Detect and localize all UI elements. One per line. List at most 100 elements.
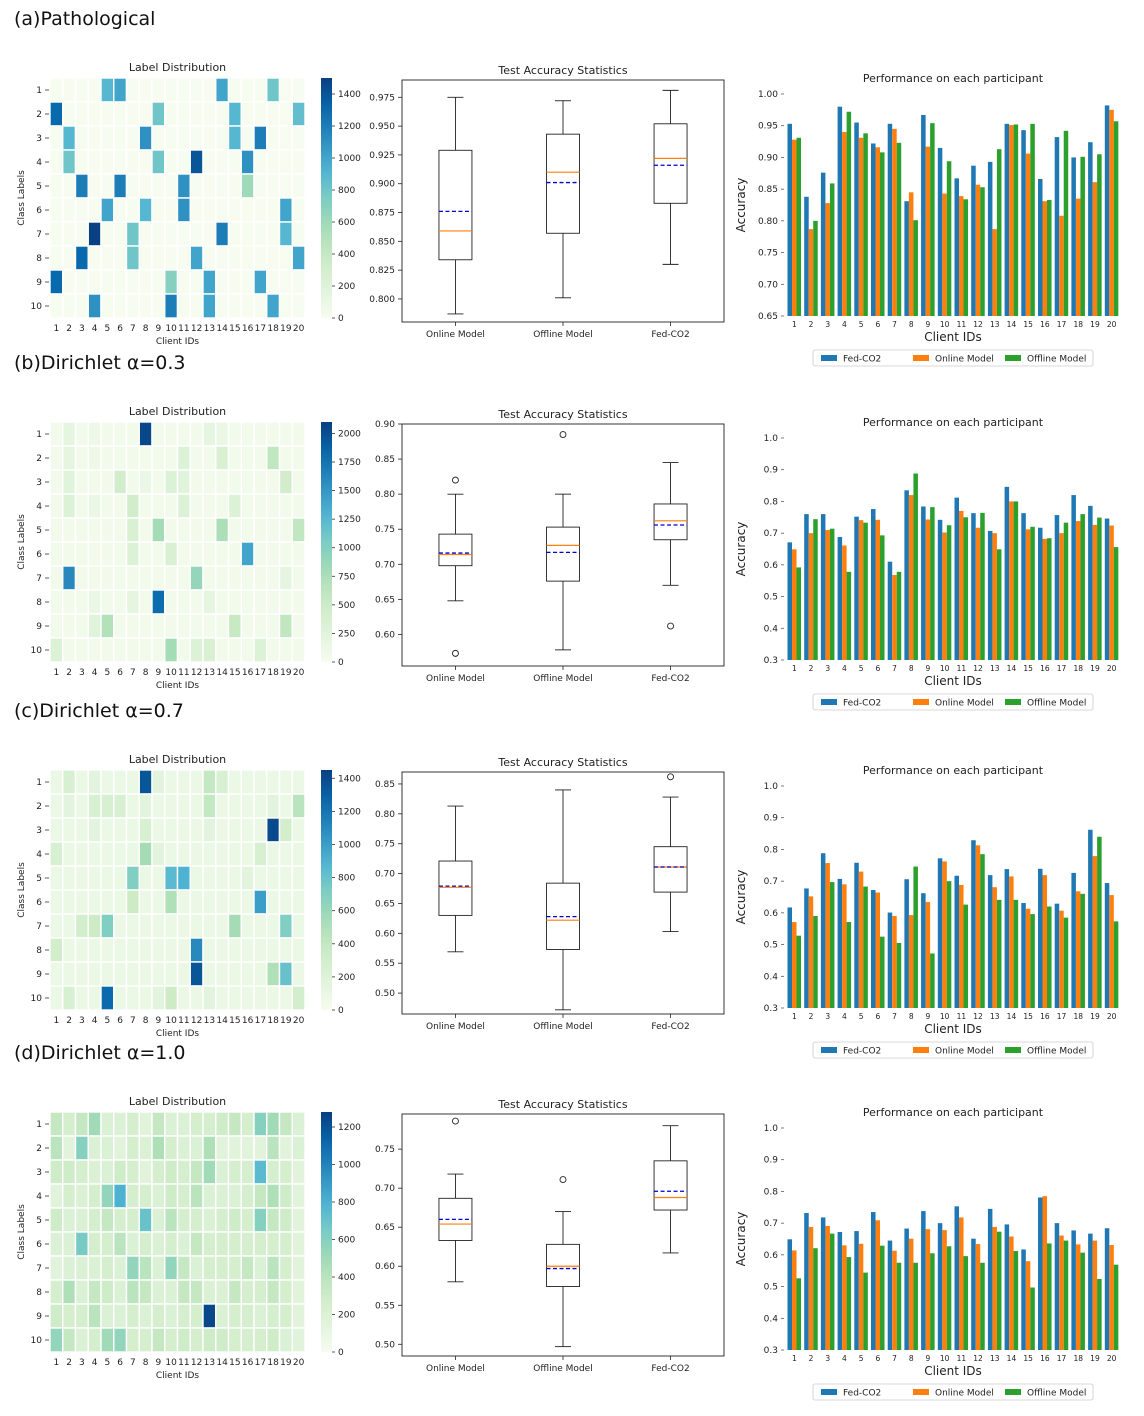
heatmap-cell xyxy=(87,565,102,591)
heatmap-cell xyxy=(202,517,217,543)
heatmap-cell xyxy=(151,565,166,591)
y-tick-label: 1 xyxy=(36,1120,42,1130)
legend-label: Online Model xyxy=(935,699,994,709)
legend-swatch xyxy=(913,355,929,361)
heatmap-cell xyxy=(49,1279,64,1305)
heatmap-cell xyxy=(266,841,281,867)
x-tick-label: Fed-CO2 xyxy=(651,1364,689,1374)
heatmap-cell xyxy=(125,565,140,591)
heatmap-cell xyxy=(189,913,204,939)
heatmap-cell xyxy=(74,517,89,543)
heatmap-cell xyxy=(266,793,281,819)
heatmap-cell xyxy=(278,1231,293,1257)
heatmap-cell xyxy=(49,637,64,663)
bar xyxy=(1109,525,1114,660)
bar xyxy=(787,907,793,1008)
y-tick-label: 5 xyxy=(36,182,42,192)
heatmap-cell xyxy=(202,913,217,939)
bar xyxy=(858,520,864,660)
heatmap-cell xyxy=(266,1111,281,1137)
heatmap-cell xyxy=(125,541,140,567)
heatmap-cell xyxy=(100,197,115,223)
heatmap-cell xyxy=(87,421,102,447)
bar xyxy=(980,854,985,1008)
heatmap-cell xyxy=(87,937,102,963)
heatmap-cell xyxy=(240,1231,255,1257)
bar xyxy=(820,172,826,316)
heatmap-cell xyxy=(49,613,64,639)
heatmap-cell xyxy=(49,1135,64,1161)
heatmap-cell xyxy=(100,245,115,271)
heatmap-cell xyxy=(253,493,268,519)
heatmap-cell xyxy=(164,1183,179,1209)
heatmap-cell xyxy=(202,865,217,891)
heatmap-cell xyxy=(164,293,179,319)
heatmap-cell xyxy=(291,1279,306,1305)
bar xyxy=(942,532,947,660)
heatmap-cell xyxy=(74,493,89,519)
heatmap-cell xyxy=(100,469,115,495)
y-tick-label: 0.6 xyxy=(764,1251,779,1261)
heatmap-cell xyxy=(74,1303,89,1329)
heatmap-cell xyxy=(202,125,217,151)
heatmap-cell xyxy=(189,1111,204,1137)
x-tick-label: 7 xyxy=(892,320,897,329)
heatmap-cell xyxy=(240,1255,255,1281)
heatmap-cell xyxy=(278,493,293,519)
bar xyxy=(1063,522,1069,660)
heatmap-cell xyxy=(202,589,217,615)
x-tick-label: 10 xyxy=(165,1358,177,1368)
bar xyxy=(887,123,893,316)
y-tick-label: 0.60 xyxy=(375,929,395,939)
x-tick-label: 11 xyxy=(957,664,967,673)
heatmap-cell xyxy=(100,565,115,591)
heatmap-cell xyxy=(100,769,115,795)
legend-swatch xyxy=(821,699,837,705)
heatmap-cell xyxy=(151,541,166,567)
heatmap-cell xyxy=(74,445,89,471)
x-tick-label: 8 xyxy=(909,664,914,673)
heatmap-cell xyxy=(278,445,293,471)
heatmap-cell xyxy=(253,245,268,271)
heatmap-cell xyxy=(189,269,204,295)
box-iqr xyxy=(653,503,688,541)
heatmap-cell xyxy=(164,841,179,867)
heatmap-cell xyxy=(74,913,89,939)
heatmap-cell xyxy=(151,77,166,103)
x-tick-label: 19 xyxy=(280,1358,292,1368)
heatmap-cell xyxy=(176,1231,191,1257)
heatmap-cell xyxy=(74,817,89,843)
heatmap-cell xyxy=(113,565,128,591)
bar xyxy=(1030,123,1035,316)
x-tick-label: 15 xyxy=(1023,320,1033,329)
y-tick-label: 10 xyxy=(31,646,43,656)
colorbar-tick-label: 1000 xyxy=(338,1161,361,1171)
y-tick-label: 9 xyxy=(36,622,42,632)
heatmap-cell xyxy=(227,469,242,495)
heatmap-cell xyxy=(74,125,89,151)
heatmap-cell xyxy=(125,1111,140,1137)
bar xyxy=(1063,1240,1069,1350)
x-tick-label: 10 xyxy=(165,324,177,334)
x-tick-label: 20 xyxy=(293,668,305,678)
heatmap-cell xyxy=(253,817,268,843)
bar xyxy=(1013,1251,1019,1350)
legend-label: Offline Model xyxy=(1027,699,1086,709)
heatmap-cell xyxy=(189,637,204,663)
box-iqr xyxy=(438,533,473,567)
colorbar-tick-label: 1000 xyxy=(338,154,361,164)
x-tick-label: 6 xyxy=(875,1354,880,1363)
bar xyxy=(1104,1228,1110,1350)
x-tick-label: 11 xyxy=(178,1358,189,1368)
bar xyxy=(925,902,931,1008)
bar xyxy=(930,507,935,660)
heatmap-cell xyxy=(215,985,230,1011)
participant-bar-chart: Performance on each participant 0.65 0.70 0… xyxy=(734,72,1119,367)
legend-label: Online Model xyxy=(935,1047,994,1057)
heatmap-cell xyxy=(240,149,255,175)
y-tick-label: 0.65 xyxy=(758,312,778,322)
bar xyxy=(959,510,964,660)
bar xyxy=(1063,917,1069,1008)
heatmap-cell xyxy=(49,421,64,447)
